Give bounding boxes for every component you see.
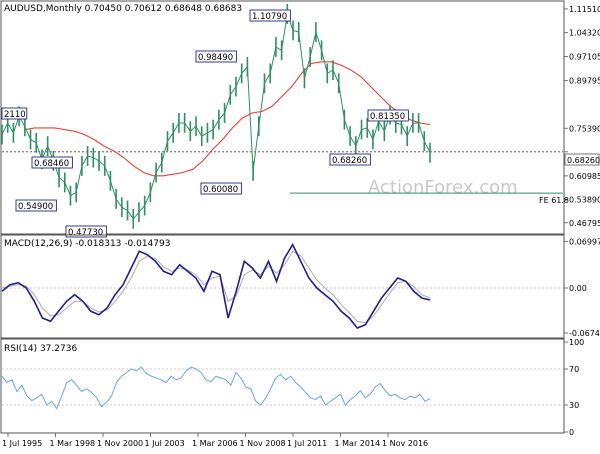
price-callout-box (15, 199, 57, 212)
current-price-tag-box (564, 153, 600, 166)
rsi-lines-layer (1, 366, 431, 410)
price-tick-label: 0.97105 (569, 53, 600, 62)
rsi-panel-frame (0, 338, 565, 434)
price-callout-label: 1.10790 (252, 12, 287, 22)
price-reference-lines (2, 151, 563, 194)
rsi-tick-label: 0 (569, 428, 574, 437)
price-callout-label: 0.47730 (68, 228, 103, 238)
rsi-axis-ticks: 100 70 30 0 (2, 338, 584, 437)
x-axis: 1 Jul 1995 1 Mar 1998 1 Nov 2000 1 Jul 2003… (2, 433, 428, 448)
current-price-tag: 0.68260 (564, 153, 600, 166)
price-sma-layer (24, 61, 431, 177)
price-callout-box (200, 182, 242, 195)
price-panel-frame (0, 0, 565, 235)
price-callout-label: 0.98490 (198, 53, 233, 63)
watermark: ActionForex.com (368, 177, 518, 198)
price-callout-box (367, 109, 409, 122)
x-tick-label: 1 Jul 2003 (145, 439, 185, 448)
price-callout-label: 0.54900 (18, 202, 53, 212)
price-callout-box (1, 107, 28, 120)
price-tick-label: 0.46795 (569, 219, 600, 228)
price-candles-layer (1, 4, 431, 229)
macd-lines-layer (1, 243, 431, 329)
price-panel-title: AUDUSD,Monthly 0.70450 0.70612 0.68648 0… (4, 4, 242, 14)
rsi-tick-label: 30 (569, 401, 579, 410)
price-callout-box (31, 156, 73, 169)
price-callout-label: 0.60080 (203, 185, 238, 195)
price-callout-label: 0.68260 (332, 156, 367, 166)
price-callouts-layer: 1.10790 0.98490 0.81350 0.68260 0.60080 0.549… (1, 9, 409, 238)
x-tick-label: 1 Jul 2011 (287, 439, 327, 448)
rsi-panel-title: RSI(14) 37.2736 (4, 344, 77, 354)
price-tick-label: 0.89795 (569, 77, 600, 86)
macd-panel-title: MACD(12,26,9) -0.018313 -0.014793 (4, 239, 170, 249)
x-tick-label: 1 Mar 1998 (50, 439, 96, 448)
price-tick-label: 0.60985 (569, 172, 600, 181)
macd-signal-line (1, 250, 431, 324)
price-sma-line (24, 61, 431, 177)
rsi-line (1, 366, 431, 410)
price-axis-ticks: 1.11510 1.04320 0.97105 0.89795 0.75390 0.609… (564, 5, 600, 228)
price-tick-label: 0.53890 (569, 195, 600, 204)
price-callout-box (195, 50, 237, 63)
rsi-tick-label: 100 (569, 338, 584, 347)
price-close-line (1, 13, 431, 220)
macd-panel-frame (0, 234, 565, 339)
price-callout-label: 0.81350 (370, 112, 405, 122)
x-tick-label: 1 Mar 2006 (192, 439, 238, 448)
fib-label: FE 61.8 (539, 196, 569, 205)
x-tick-label: 1 Jul 1995 (2, 439, 42, 448)
price-tick-label: 1.11510 (569, 5, 600, 14)
price-callout-box (249, 9, 291, 22)
current-price-tag-text: 0.68260 (567, 156, 600, 165)
macd-main-line (1, 243, 431, 329)
macd-tick-label: -0.067448 (569, 329, 600, 338)
price-tick-label: 0.75390 (569, 124, 600, 133)
x-tick-label: 1 Nov 2016 (382, 439, 428, 448)
price-callout-box (329, 153, 371, 166)
x-tick-label: 1 Nov 2008 (240, 439, 286, 448)
x-tick-label: 1 Nov 2000 (97, 439, 143, 448)
macd-tick-label: 0.00 (569, 284, 587, 293)
price-callout-label: 2110 (4, 110, 26, 120)
price-callout-label: 0.68460 (34, 159, 69, 169)
x-tick-label: 1 Mar 2014 (335, 439, 381, 448)
price-callout-box (65, 225, 107, 238)
price-tick-label: 1.04320 (569, 29, 600, 38)
macd-axis-ticks: 0.069977 0.00 -0.067448 (2, 237, 600, 338)
rsi-tick-label: 70 (569, 365, 579, 374)
macd-tick-label: 0.069977 (569, 237, 600, 246)
